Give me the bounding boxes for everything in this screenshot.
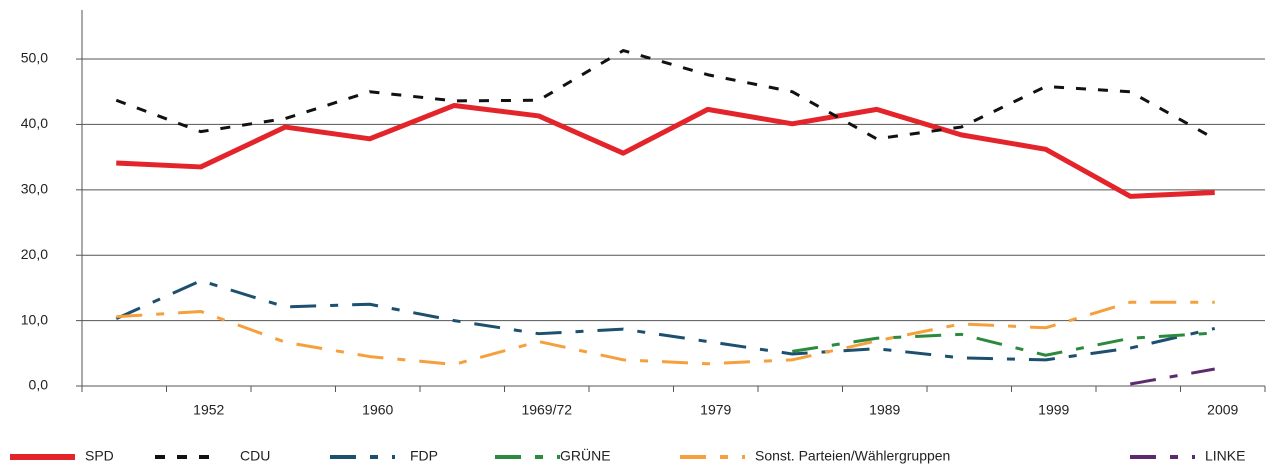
y-tick-label: 40,0 xyxy=(21,115,48,131)
series-line xyxy=(1129,367,1216,386)
y-tick-label: 50,0 xyxy=(21,50,48,66)
y-tick-label: 0,0 xyxy=(29,377,49,393)
series-line xyxy=(116,300,1215,366)
y-tick-label: 20,0 xyxy=(21,246,48,262)
legend-label: GRÜNE xyxy=(560,447,611,464)
series-line xyxy=(115,279,1216,362)
x-tick-label: 1989 xyxy=(869,402,900,418)
legend-label: CDU xyxy=(240,448,270,464)
y-tick-label: 30,0 xyxy=(21,181,48,197)
y-tick-label: 10,0 xyxy=(21,311,48,327)
legend-label: Sonst. Parteien/Wählergruppen xyxy=(755,448,950,464)
series-line xyxy=(792,331,1215,357)
legend-label: LINKE xyxy=(1205,448,1245,464)
x-tick-label: 1952 xyxy=(193,402,224,418)
series-line xyxy=(115,49,1216,141)
x-tick-label: 2009 xyxy=(1207,402,1238,418)
x-tick-label: 1999 xyxy=(1038,402,1069,418)
series-line xyxy=(116,102,1215,199)
legend-label: SPD xyxy=(85,448,114,464)
x-tick-label: 1960 xyxy=(362,402,393,418)
x-tick-label: 1979 xyxy=(700,402,731,418)
x-tick-label: 1969/72 xyxy=(521,402,572,418)
legend-label: FDP xyxy=(410,448,438,464)
